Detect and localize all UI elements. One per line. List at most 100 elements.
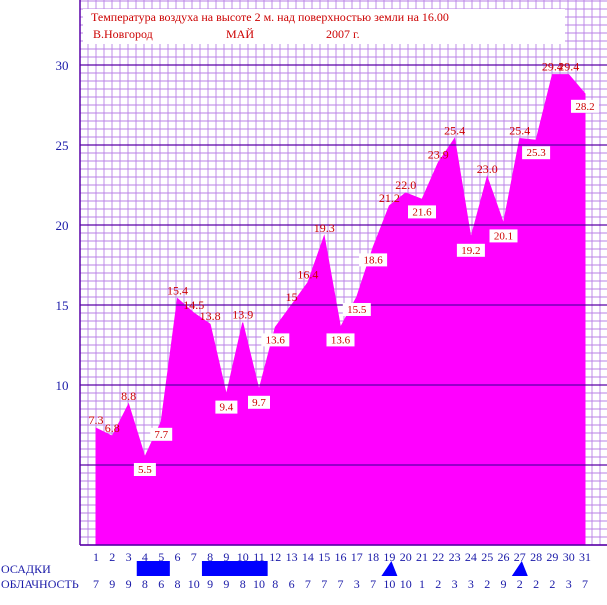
value-label: 13.6 — [331, 334, 351, 346]
cloudiness-value: 6 — [289, 577, 295, 591]
x-tick-label: 3 — [126, 550, 132, 564]
x-tick-label: 16 — [335, 550, 347, 564]
value-label: 22.0 — [395, 178, 416, 192]
x-tick-label: 27 — [514, 550, 526, 564]
value-label: 29.4 — [542, 60, 563, 74]
x-tick-label: 5 — [158, 550, 164, 564]
cloudiness-value: 9 — [501, 577, 507, 591]
cloudiness-value: 7 — [582, 577, 588, 591]
cloudiness-value: 3 — [468, 577, 474, 591]
x-tick-label: 29 — [546, 550, 558, 564]
precipitation-block — [218, 561, 236, 576]
y-tick-label: 15 — [56, 298, 69, 313]
value-label-bg — [150, 427, 173, 441]
x-tick-label: 22 — [432, 550, 444, 564]
cloudiness-value: 2 — [435, 577, 441, 591]
value-label: 18.6 — [363, 254, 383, 266]
value-label-bg — [215, 400, 238, 414]
value-label: 23.9 — [428, 148, 449, 162]
value-label: 6.8 — [105, 421, 120, 435]
cloudiness-value: 1 — [419, 577, 425, 591]
y-tick-label: 25 — [56, 138, 69, 153]
x-tick-label: 14 — [302, 550, 314, 564]
x-tick-label: 12 — [269, 550, 281, 564]
value-label: 20.1 — [494, 230, 513, 242]
precipitation-block — [201, 561, 219, 576]
x-tick-label: 28 — [530, 550, 542, 564]
value-label: 15.5 — [347, 304, 367, 316]
cloudiness-value: 7 — [321, 577, 327, 591]
value-label-bg — [522, 146, 551, 160]
x-tick-label: 7 — [191, 550, 197, 564]
x-tick-label: 20 — [400, 550, 412, 564]
cloudiness-value: 9 — [207, 577, 213, 591]
x-tick-label: 10 — [237, 550, 249, 564]
bottom-rows-layer: 7 9 9 8 6 8 10 9 9 8 10 8 6 7 7 7 3 7 10 10 1 2 3 3 2 9 2 2 2 3 7 — [93, 561, 588, 591]
precipitation-triangle — [381, 561, 398, 576]
cloudiness-value: 2 — [484, 577, 490, 591]
value-label: 13.8 — [200, 309, 221, 323]
chart-year: 2007 г. — [326, 27, 360, 41]
cloudiness-value: 10 — [383, 577, 395, 591]
value-label-bg — [359, 253, 388, 267]
value-label: 23.0 — [477, 162, 498, 176]
x-tick-label: 25 — [481, 550, 493, 564]
cloudiness-value: 2 — [517, 577, 523, 591]
value-label: 13.6 — [266, 334, 286, 346]
cloudiness-value: 2 — [533, 577, 539, 591]
value-label: 15.4 — [167, 284, 188, 298]
cloudiness-value: 8 — [175, 577, 181, 591]
value-label: 19.2 — [461, 245, 480, 257]
value-label: 21.6 — [412, 206, 432, 218]
value-label: 25.3 — [526, 147, 546, 159]
value-label: 19.3 — [314, 221, 335, 235]
x-tick-label: 17 — [351, 550, 363, 564]
value-label: 21.2 — [379, 191, 400, 205]
x-tick-label: 13 — [286, 550, 298, 564]
value-label: 15 — [286, 290, 298, 304]
precipitation-triangle — [511, 561, 528, 576]
x-tick-label: 21 — [416, 550, 428, 564]
x-tick-label: 26 — [498, 550, 510, 564]
x-tick-label: 1 — [93, 550, 99, 564]
precipitation-block — [250, 561, 268, 576]
cloudiness-value: 9 — [223, 577, 229, 591]
cloudiness-value: 8 — [240, 577, 246, 591]
cloudiness-value: 7 — [305, 577, 311, 591]
cloudiness-value: 6 — [158, 577, 164, 591]
precipitation-block — [153, 561, 170, 576]
cloudiness-value: 9 — [109, 577, 115, 591]
value-label-bg — [571, 99, 599, 113]
cloudiness-value: 10 — [400, 577, 412, 591]
value-label-layer: 7.36.8 8.8 5.5 7.7 15.414.513.8 9.4 13.9 9.7 13.… — [89, 60, 599, 476]
header-box — [83, 9, 565, 44]
precipitation-block — [234, 561, 252, 576]
value-label: 7.3 — [89, 413, 104, 427]
x-tick-label: 9 — [223, 550, 229, 564]
value-label: 29.4 — [558, 60, 579, 74]
value-label-bg — [326, 333, 355, 347]
x-tick-label: 31 — [579, 550, 591, 564]
cloudiness-value: 3 — [452, 577, 458, 591]
value-label-bg — [408, 205, 436, 219]
cloudiness-value: 7 — [338, 577, 344, 591]
precipitation-block — [136, 561, 154, 576]
value-label-bg — [261, 333, 290, 347]
value-label: 7.7 — [154, 429, 168, 441]
x-tick-label: 18 — [367, 550, 379, 564]
x-tick-label: 19 — [383, 550, 395, 564]
value-label: 25.4 — [444, 124, 465, 138]
y-tick-label: 10 — [56, 378, 69, 393]
cloudiness-value: 7 — [370, 577, 376, 591]
value-label: 9.7 — [252, 397, 266, 409]
cloudiness-value: 3 — [354, 577, 360, 591]
cloudiness-value: 8 — [142, 577, 148, 591]
value-label: 5.5 — [138, 464, 152, 476]
value-label-bg — [489, 229, 518, 243]
x-tick-label: 2 — [109, 550, 115, 564]
cloudiness-value: 9 — [126, 577, 132, 591]
value-label-bg — [133, 463, 156, 476]
